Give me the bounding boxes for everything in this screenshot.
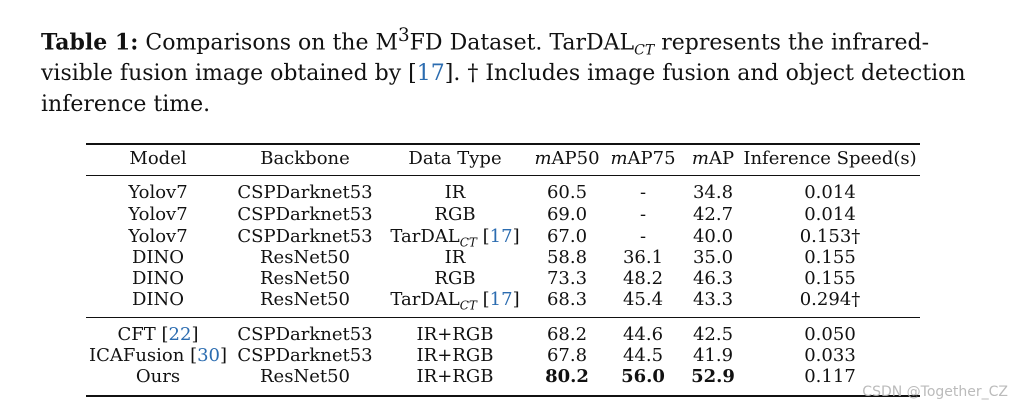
caption-superscript: 3 [398, 25, 410, 46]
cell-speed: 0.153† [799, 226, 861, 247]
cell-data-type: IR+RGB [416, 324, 494, 345]
cell-map75: 44.5 [622, 345, 664, 366]
cell-map50: 68.3 [546, 289, 588, 310]
cell-map75: 36.1 [622, 247, 664, 268]
cell-map: 41.9 [692, 345, 734, 366]
citation-link[interactable]: 17 [489, 226, 513, 247]
caption-subscript: CT [634, 42, 655, 59]
cell-model: CFT [22] [117, 324, 199, 345]
header-rule [86, 175, 920, 176]
cell-speed: 0.050 [804, 324, 856, 345]
cell-map50: 69.0 [546, 204, 588, 225]
cell-speed: 0.014 [804, 182, 856, 203]
cell-data-type: TarDALCT [17] [390, 226, 520, 250]
cell-backbone: CSPDarknet53 [237, 182, 373, 203]
cell-map: 34.8 [692, 182, 734, 203]
cell-map50: 58.8 [546, 247, 588, 268]
cell-map75: - [639, 182, 647, 203]
citation-link[interactable]: 17 [416, 61, 445, 87]
cell-model: Yolov7 [128, 182, 188, 203]
citation-link[interactable]: 17 [489, 289, 513, 310]
cell-data-type: IR [444, 247, 466, 268]
cell-speed: 0.155 [804, 268, 856, 289]
italic-m: m [610, 148, 628, 169]
cell-backbone: ResNet50 [260, 366, 350, 387]
header-inference-speed: Inference Speed(s) [743, 148, 917, 169]
header-backbone: Backbone [260, 148, 350, 169]
cell-speed: 0.117 [804, 366, 856, 387]
cell-model: DINO [131, 247, 185, 268]
citation-link[interactable]: 22 [168, 324, 192, 345]
cell-speed: 0.155 [804, 247, 856, 268]
cell-map: 40.0 [692, 226, 734, 247]
italic-m: m [534, 148, 552, 169]
cell-map: 43.3 [692, 289, 734, 310]
cell-map75: 56.0 [621, 366, 665, 387]
caption-text: Comparisons on the M [145, 30, 398, 56]
italic-m: m [691, 148, 709, 169]
cell-backbone: CSPDarknet53 [237, 324, 373, 345]
bottom-rule [86, 395, 920, 397]
subscript: CT [459, 298, 477, 313]
cell-map75: 44.6 [622, 324, 664, 345]
cell-backbone: CSPDarknet53 [237, 345, 373, 366]
cell-model: Yolov7 [128, 204, 188, 225]
watermark: CSDN @Together_CZ [862, 384, 1008, 400]
cell-model: Ours [135, 366, 181, 387]
cell-backbone: CSPDarknet53 [237, 226, 373, 247]
cell-speed: 0.014 [804, 204, 856, 225]
cell-data-type: IR [444, 182, 466, 203]
cell-backbone: ResNet50 [260, 268, 350, 289]
caption-text: ]. † Includes image fusion and object de… [41, 61, 966, 118]
cell-map75: - [639, 204, 647, 225]
header-map75: mAP75 [610, 148, 676, 169]
cell-model: DINO [131, 268, 185, 289]
cell-map50: 68.2 [546, 324, 588, 345]
cell-backbone: CSPDarknet53 [237, 204, 373, 225]
cell-model: ICAFusion [30] [88, 345, 228, 366]
cell-map50: 73.3 [546, 268, 588, 289]
cell-data-type: RGB [434, 204, 476, 225]
caption-text: FD Dataset. TarDAL [409, 30, 635, 56]
cell-data-type: IR+RGB [416, 345, 494, 366]
citation-link[interactable]: 30 [197, 345, 221, 366]
cell-map75: 48.2 [622, 268, 664, 289]
cell-map75: - [639, 226, 647, 247]
cell-map50: 67.8 [546, 345, 588, 366]
cell-data-type: RGB [434, 268, 476, 289]
cell-map: 52.9 [691, 366, 735, 387]
cell-map50: 60.5 [546, 182, 588, 203]
cell-data-type: IR+RGB [416, 366, 494, 387]
cell-model: Yolov7 [128, 226, 188, 247]
cell-model: DINO [131, 289, 185, 310]
cell-backbone: ResNet50 [260, 247, 350, 268]
cell-map50: 80.2 [545, 366, 589, 387]
subscript: CT [459, 235, 477, 250]
cell-speed: 0.294† [799, 289, 861, 310]
header-model: Model [129, 148, 187, 169]
cell-map: 42.7 [692, 204, 734, 225]
cell-map: 46.3 [692, 268, 734, 289]
caption-label: Table 1: [41, 29, 139, 56]
header-map: mAP [691, 148, 735, 169]
cell-map: 42.5 [692, 324, 734, 345]
cell-speed: 0.033 [804, 345, 856, 366]
cell-backbone: ResNet50 [260, 289, 350, 310]
header-data-type: Data Type [408, 148, 502, 169]
cell-map75: 45.4 [622, 289, 664, 310]
caption-text: represents the infrared-visible fusion i… [41, 30, 930, 87]
header-map50: mAP50 [534, 148, 600, 169]
top-rule [86, 143, 920, 145]
cell-map50: 67.0 [546, 226, 588, 247]
group-rule [86, 317, 920, 318]
cell-data-type: TarDALCT [17] [390, 289, 520, 313]
table-caption: Table 1: Comparisons on the M3FD Dataset… [41, 20, 971, 120]
cell-map: 35.0 [692, 247, 734, 268]
